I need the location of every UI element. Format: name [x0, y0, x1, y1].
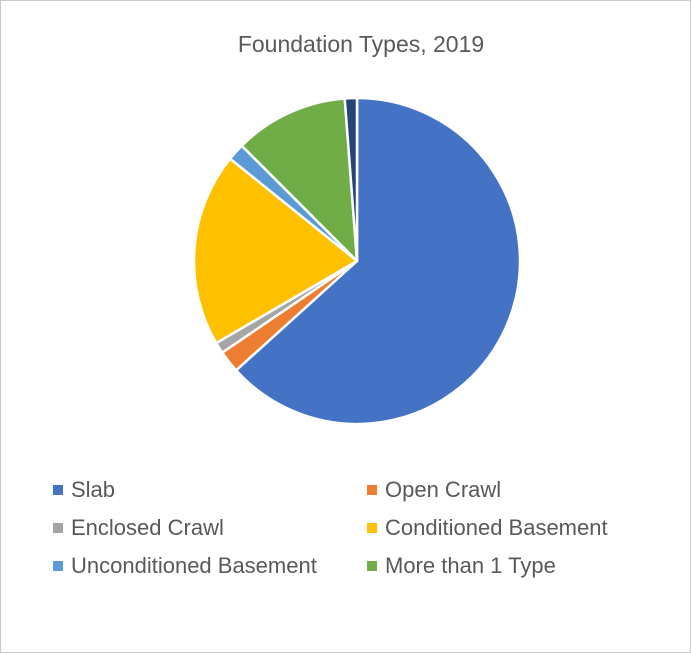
legend-item: Open Crawl [367, 475, 667, 505]
legend-swatch [53, 561, 63, 571]
chart-title: Foundation Types, 2019 [237, 31, 485, 57]
legend-item: More than 1 Type [367, 551, 667, 581]
legend-item: Unconditioned Basement [53, 551, 367, 581]
legend: Slab Open Crawl Enclosed Crawl Conditioned … [53, 475, 673, 581]
legend-item: Slab [53, 475, 367, 505]
legend-swatch [53, 523, 63, 533]
pie-slice-conditioned-basement [192, 157, 359, 345]
legend-swatch [367, 561, 377, 571]
pie-slice-slab [234, 96, 522, 426]
legend-label: Slab [71, 477, 116, 502]
pie-slice-unlabeled [343, 96, 359, 263]
legend-swatch [367, 485, 377, 495]
legend-swatch [53, 485, 63, 495]
legend-label: Open Crawl [385, 477, 502, 502]
pie-slice-more-than-1-type [240, 97, 359, 263]
legend-label: Conditioned Basement [385, 515, 608, 540]
legend-item: Enclosed Crawl [53, 513, 367, 543]
legend-label: Unconditioned Basement [71, 553, 317, 578]
legend-label: More than 1 Type [385, 553, 556, 578]
legend-label: Enclosed Crawl [71, 515, 224, 540]
legend-item: Conditioned Basement [367, 513, 667, 543]
legend-swatch [367, 523, 377, 533]
